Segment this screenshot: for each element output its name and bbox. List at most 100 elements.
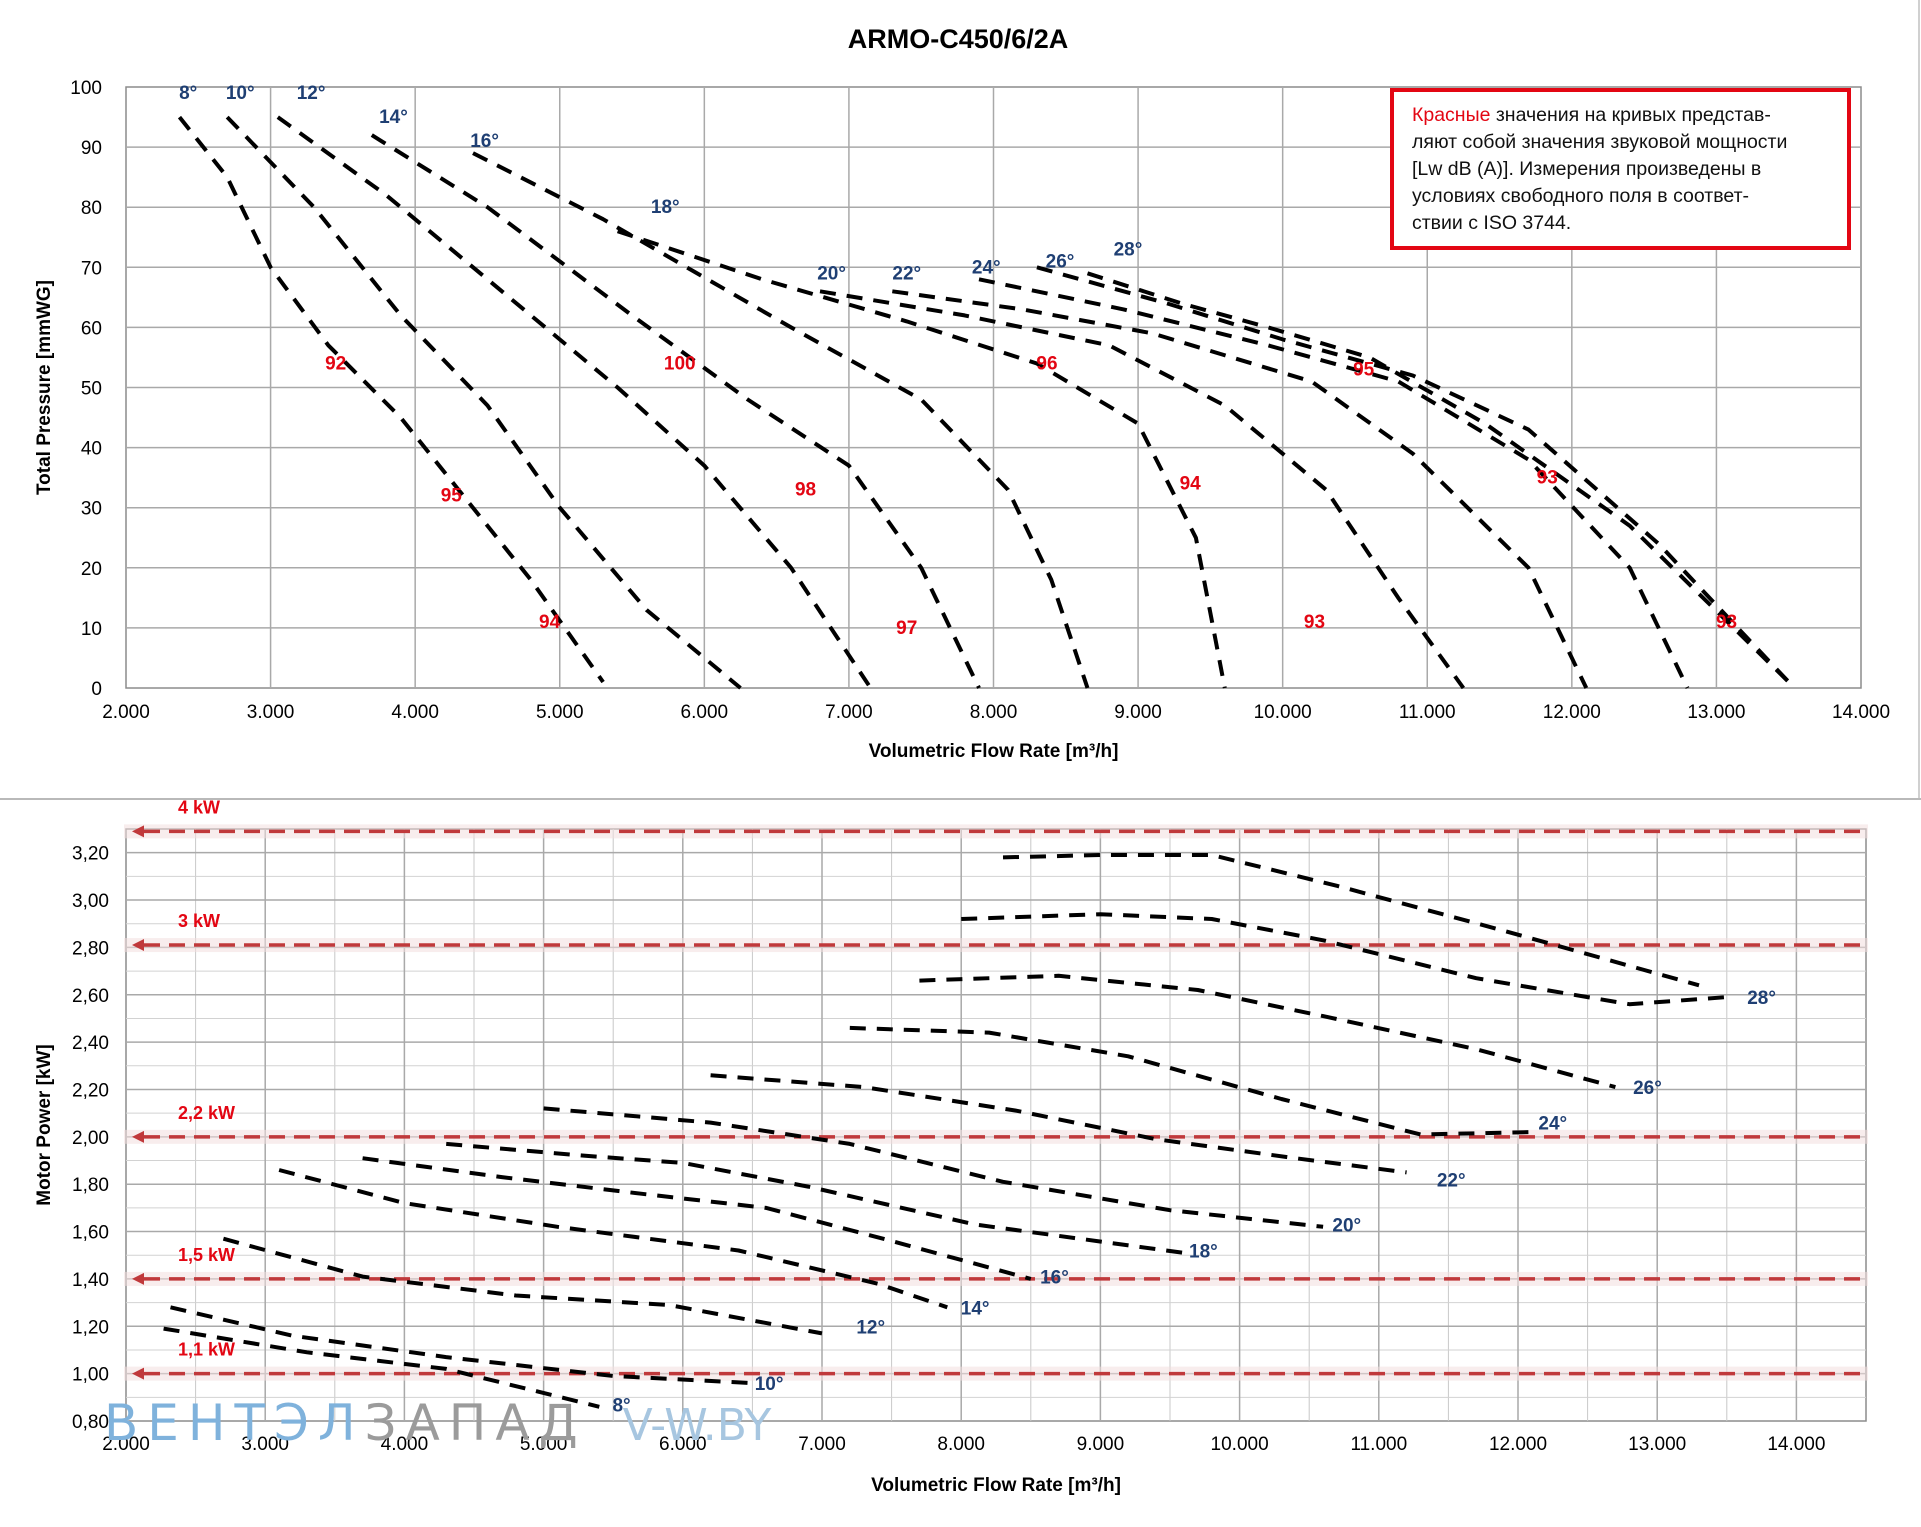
chart2-blade-angle-label: 18°	[1189, 1242, 1218, 1263]
chart2-series-curve	[163, 1326, 600, 1409]
chart2-y-tick-label: 2,60	[72, 986, 109, 1007]
chart1-blade-angle-label: 16°	[470, 131, 499, 152]
chart1-series-curve	[1086, 271, 1791, 684]
chart2-x-tick-label: 8.000	[937, 1434, 985, 1455]
chart2-power-line-arrow-icon	[132, 1130, 144, 1143]
watermark: ВЕНТЭЛЗАПАД V-W.BY	[104, 1394, 771, 1452]
chart2-series-curve	[222, 1236, 823, 1336]
chart2-blade-angle-label: 26°	[1633, 1078, 1662, 1099]
chart2-y-axis-label: Motor Power [kW]	[34, 1044, 55, 1206]
chart1-x-tick-label: 7.000	[825, 702, 873, 723]
chart1-x-tick-label: 11.000	[1399, 702, 1456, 723]
chart2-y-tick-label: 1,40	[72, 1270, 109, 1291]
chart1-sound-power-label: 95	[441, 486, 463, 507]
chart1-series-curve	[177, 115, 605, 684]
chart2-x-tick-label: 2.000	[102, 1434, 150, 1455]
chart2-blade-angle-label: 28°	[1747, 988, 1776, 1009]
chart1-x-tick-label: 14.000	[1832, 702, 1890, 723]
chart1-y-tick-label: 20	[81, 559, 102, 580]
chart2-y-tick-label: 3,20	[72, 844, 109, 865]
chart2-power-line-arrow-icon	[132, 939, 144, 952]
chart1-x-tick-label: 4.000	[391, 702, 439, 723]
chart1-x-tick-label: 2.000	[102, 702, 150, 723]
chart1-chart-title: ARMO-C450/6/2A	[848, 24, 1069, 54]
chart1-series-curve	[472, 151, 1090, 689]
chart2-series-curve	[1002, 853, 1700, 988]
panel-border	[1918, 0, 1920, 798]
watermark-part-2: ЗАПАД	[364, 1394, 587, 1452]
chart1-blade-angle-label: 26°	[1046, 251, 1075, 272]
chart1-x-tick-label: 3.000	[247, 702, 295, 723]
chart1-y-tick-label: 10	[81, 619, 102, 640]
chart2-blade-angle-label: 24°	[1538, 1114, 1567, 1135]
chart2-x-axis-label: Volumetric Flow Rate [m³/h]	[871, 1475, 1121, 1496]
chart1-x-tick-label: 9.000	[1114, 702, 1162, 723]
chart1-y-tick-label: 0	[91, 679, 102, 700]
chart1-sound-power-label: 92	[325, 353, 346, 374]
chart1-series-curve	[892, 289, 1589, 689]
chart1-series-curve	[1036, 265, 1791, 684]
chart2-x-tick-label: 11.000	[1350, 1434, 1407, 1455]
chart1-blade-angle-label: 20°	[817, 263, 846, 284]
chart1-blade-angle-label: 10°	[226, 83, 255, 104]
chart2-series-curve	[446, 1141, 1185, 1255]
chart2-blade-angle-label: 8°	[612, 1396, 630, 1417]
chart2-blade-angle-label: 14°	[961, 1298, 990, 1319]
chart1-y-axis-label: Total Pressure [mmWG]	[34, 280, 55, 495]
chart1-x-tick-label: 8.000	[970, 702, 1018, 723]
chart2-series-curve	[961, 912, 1727, 1007]
chart1-blade-angle-label: 22°	[892, 263, 921, 284]
chart1-blade-angle-label: 14°	[379, 107, 408, 128]
note-red-word: Красные	[1412, 104, 1491, 126]
chart1-series-curve	[276, 115, 873, 690]
note-line-5: ствии с ISO 3744.	[1412, 212, 1572, 234]
chart1-sound-power-label: 95	[1353, 359, 1375, 380]
chart1-series-curve	[225, 115, 742, 690]
chart2-y-tick-label: 3,00	[72, 891, 109, 912]
chart2-x-tick-label: 5.000	[520, 1434, 568, 1455]
chart2-x-tick-label: 9.000	[1077, 1434, 1125, 1455]
chart2-x-tick-label: 12.000	[1489, 1434, 1547, 1455]
chart1-blade-angle-label: 24°	[972, 257, 1001, 278]
chart1-series-curve	[978, 277, 1690, 689]
chart1-y-tick-label: 100	[70, 78, 102, 99]
note-line-2: ляют собой значения звуковой мощности	[1412, 131, 1788, 153]
chart1-sound-power-label: 100	[664, 353, 696, 374]
chart1-series-curve	[370, 133, 981, 689]
chart1-sound-power-label: 98	[795, 480, 816, 501]
chart2-power-line-label: 4 kW	[178, 797, 220, 817]
chart2-series-curve	[543, 1106, 1324, 1229]
chart1-y-tick-label: 40	[81, 439, 102, 460]
chart1-x-tick-label: 10.000	[1254, 702, 1312, 723]
chart1-blade-angle-label: 8°	[179, 83, 197, 104]
chart1-x-tick-label: 13.000	[1687, 702, 1745, 723]
chart2-blade-angle-label: 22°	[1437, 1171, 1466, 1192]
chart1-x-tick-label: 6.000	[681, 702, 729, 723]
panel-separator	[0, 798, 1921, 800]
chart1-x-tick-label: 12.000	[1543, 702, 1601, 723]
chart1-y-tick-label: 30	[81, 499, 102, 520]
chart2-blade-angle-label: 16°	[1040, 1268, 1069, 1289]
chart2-y-tick-label: 2,20	[72, 1080, 109, 1101]
chart2-power-line-label: 1,5 kW	[178, 1245, 235, 1265]
chart2-power-line-arrow-icon	[132, 825, 144, 838]
chart2-y-tick-label: 2,00	[72, 1128, 109, 1149]
chart1-sound-power-label: 96	[1036, 353, 1057, 374]
chart1-y-tick-label: 50	[81, 379, 102, 400]
chart1-blade-angle-label: 12°	[297, 83, 326, 104]
chart2-series-curve	[278, 1168, 948, 1310]
chart2-y-tick-label: 1,80	[72, 1175, 109, 1196]
watermark-part-1: ВЕНТЭЛ	[104, 1394, 365, 1452]
chart1-blade-angle-label: 28°	[1114, 239, 1143, 260]
chart2-x-tick-label: 7.000	[798, 1434, 846, 1455]
chart2-power-line-arrow-icon	[132, 1272, 144, 1285]
chart1-sound-power-label: 93	[1304, 612, 1325, 633]
chart2-series-curve	[919, 973, 1616, 1090]
chart1-y-tick-label: 60	[81, 318, 102, 339]
chart2-blade-angle-label: 12°	[856, 1317, 885, 1338]
chart2-x-tick-label: 3.000	[241, 1434, 289, 1455]
chart1-sound-power-label: 97	[896, 618, 917, 639]
note-line-1: значения на кривых представ-	[1490, 104, 1771, 126]
sound-power-note: Красные значения на кривых представ- ляю…	[1390, 88, 1851, 250]
chart1-y-tick-label: 80	[81, 198, 102, 219]
